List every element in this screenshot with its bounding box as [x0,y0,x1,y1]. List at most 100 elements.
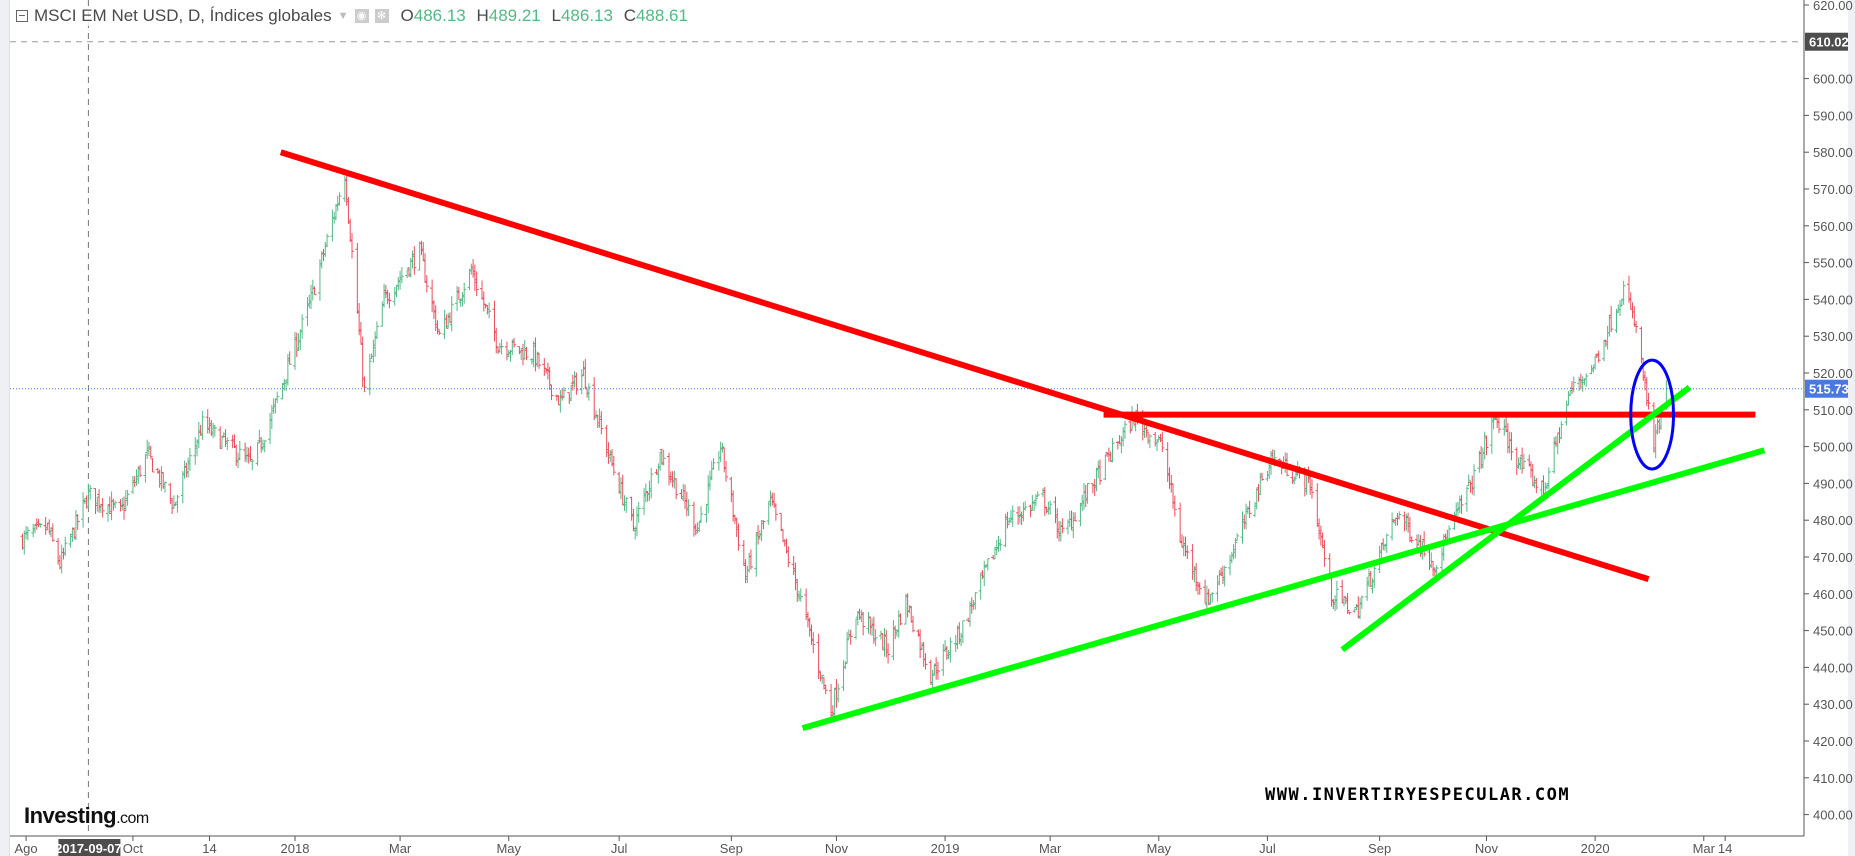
ohlc-bar [836,683,841,703]
ohlc-bar [1614,308,1619,333]
ohlc-bar [219,435,224,449]
ohlc-bar [1098,459,1103,485]
ohlc-bar [1466,474,1471,487]
last-price-label: 515.73 [1809,382,1849,397]
ohlc-bar [1609,306,1614,333]
x-tick-label: Oct [123,841,144,856]
ohlc-bar [911,615,916,633]
ohlc-bar [985,558,990,571]
ohlc-bar [935,661,940,680]
ohlc-bar [761,520,766,530]
ohlc-bar [998,538,1003,551]
ohlc-bar [312,286,317,296]
ohlc-bar [1197,582,1202,595]
low-value: 486.13 [560,6,613,25]
ohlc-bar [349,233,354,259]
ohlc-bar [1023,501,1028,511]
ohlc-bar [1372,565,1377,588]
trendline-steep-support [1340,384,1692,653]
ohlc-bar [848,630,853,645]
ohlc-bar [1571,376,1576,393]
ohlc-bar [1559,421,1564,440]
gear-icon[interactable]: ✻ [374,9,389,23]
ohlc-bar [1459,495,1464,514]
ohlc-bar [255,442,260,466]
ohlc-bar [212,425,217,437]
ohlc-bar [275,391,280,403]
open-label: O [400,6,414,25]
ohlc-bar [649,467,654,499]
ohlc-bar [25,526,30,541]
ohlc-bar [1472,464,1477,496]
ohlc-bar [574,372,579,395]
ohlc-bar [686,499,691,517]
ohlc-bar [287,351,292,365]
ohlc-bar [1484,435,1489,456]
ohlc-bar [1534,477,1539,494]
ohlc-bar [898,613,903,626]
ohlc-bar [435,320,440,335]
ohlc-bar [337,192,342,206]
ohlc-bar [225,437,230,450]
ohlc-bar [1185,545,1190,560]
ohlc-bar [973,592,978,610]
ohlc-bar [512,338,517,348]
ohlc-bar [779,512,784,532]
ohlc-bar [1155,439,1160,452]
ohlc-bar [816,633,821,680]
ohlc-bar [300,314,305,339]
crosshair-date-label: 2017-09-07 [55,841,122,856]
eye-icon[interactable]: ◉ [354,9,369,23]
ohlc-bar [736,523,741,551]
ohlc-bar [636,502,641,523]
highlight-ellipse [1629,358,1675,471]
y-tick-label: 490.00 [1813,476,1853,491]
ohlc-bar [1210,592,1215,603]
ohlc-bar [175,494,180,513]
ohlc-bar [387,292,392,309]
ohlc-bar [1144,424,1149,438]
ohlc-bar [724,461,729,482]
ohlc-bar [1334,580,1339,610]
logo-suffix: .com [116,810,149,827]
ohlc-bar [1172,495,1177,517]
ohlc-bar [773,503,778,521]
ohlc-bar [1322,540,1327,567]
ohlc-bar [474,271,479,297]
collapse-icon[interactable] [16,10,28,22]
ohlc-bar [960,620,965,644]
ohlc-bar [237,441,242,461]
trendline-long-support [801,447,1766,732]
ohlc-bar [50,523,55,542]
chart-legend: MSCI EM Net USD, D, Índices globales ▼ ◉… [16,6,688,26]
x-tick-label: Jul [1259,841,1276,856]
ohlc-bar [611,455,616,476]
x-tick-label: 2020 [1581,841,1610,856]
ohlc-bar [661,449,666,466]
ohlc-bar [798,588,803,602]
ohlc-bar [599,411,604,435]
ohlc-bar [1546,467,1551,489]
ohlc-bar [923,653,928,670]
x-tick-label: Sep [1368,841,1391,856]
x-tick-label: Sep [720,841,743,856]
ohlc-bar [1247,500,1252,518]
crosshair-date-marker [58,839,121,856]
high-label: H [476,6,489,25]
ohlc-bar [113,500,118,509]
ohlc-bar [1073,512,1078,522]
y-tick-label: 440.00 [1813,660,1853,675]
ohlc-bar [487,302,492,319]
ohlc-values: O486.13 H489.21 L486.13 C488.61 [395,6,688,26]
ohlc-bar [38,523,43,528]
ohlc-bar [1509,432,1514,461]
y-tick-label: 530.00 [1813,329,1853,344]
ohlc-bar [1085,483,1090,504]
symbol-title[interactable]: MSCI EM Net USD, D, Índices globales [34,6,332,25]
chevron-down-icon[interactable]: ▼ [337,10,349,22]
ohlc-bar [624,497,629,513]
x-tick-label: Ago [14,841,37,856]
ohlc-bar [845,631,850,664]
ohlc-bar [462,282,467,304]
